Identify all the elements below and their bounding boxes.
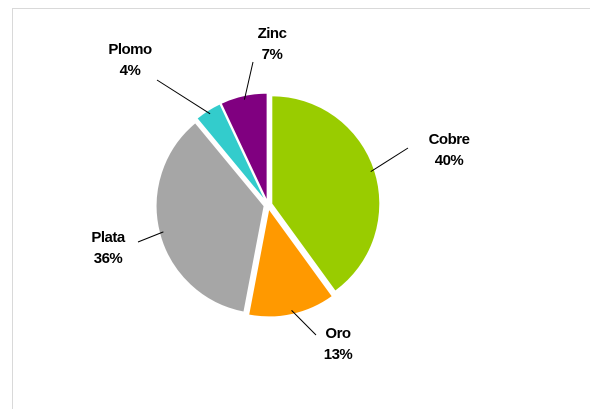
data-label-name: Zinc <box>258 25 287 42</box>
pie-slice <box>248 207 334 318</box>
pie-slice <box>220 92 268 202</box>
data-label-value: 13% <box>324 346 353 363</box>
leader-line <box>243 61 254 100</box>
chart-frame <box>12 8 590 409</box>
data-label-name: Plata <box>91 229 126 246</box>
data-label-value: 40% <box>435 152 464 169</box>
leader-line <box>291 310 317 336</box>
pie-slice <box>196 103 267 202</box>
data-label-name: Plomo <box>108 41 152 58</box>
data-label-value: 4% <box>120 62 141 79</box>
leader-line <box>137 231 164 243</box>
data-label-name: Cobre <box>429 131 470 148</box>
leader-line <box>370 147 409 173</box>
data-label-name: Oro <box>325 325 351 342</box>
leader-line <box>156 79 211 115</box>
pie-slice <box>271 95 381 292</box>
data-label-value: 7% <box>262 46 283 63</box>
data-label-value: 36% <box>94 250 123 267</box>
pie-slice <box>155 122 265 313</box>
